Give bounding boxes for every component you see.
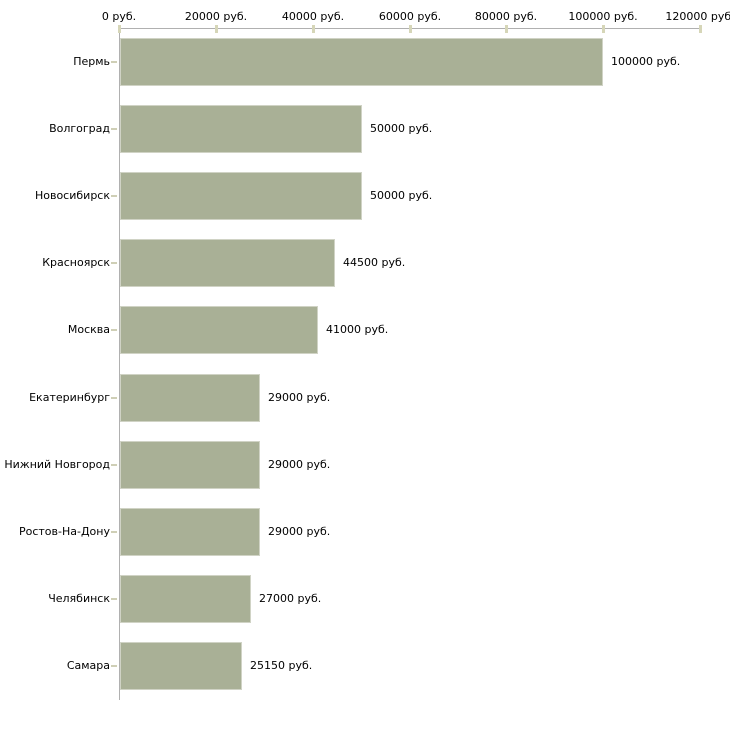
- category-label: Новосибирск: [34, 189, 110, 202]
- value-label: 27000 руб.: [259, 592, 322, 605]
- x-axis-tick-mark: [409, 25, 412, 33]
- x-axis-tick-mark: [215, 25, 218, 33]
- category-tick-mark: [111, 531, 117, 533]
- x-axis-tick-mark: [118, 25, 121, 33]
- bar: [120, 38, 603, 86]
- category-label: Челябинск: [48, 592, 110, 605]
- x-axis-tick-label: 100000 руб.: [568, 10, 638, 23]
- y-axis-line: [119, 28, 120, 700]
- category-tick-mark: [111, 329, 117, 331]
- value-label: 29000 руб.: [268, 391, 331, 404]
- value-label: 29000 руб.: [268, 458, 331, 471]
- x-axis-tick-mark: [312, 25, 315, 33]
- value-label: 41000 руб.: [326, 323, 389, 336]
- x-axis-tick-mark: [602, 25, 605, 33]
- value-label: 29000 руб.: [268, 525, 331, 538]
- value-label: 50000 руб.: [370, 122, 433, 135]
- bar: [120, 105, 362, 153]
- bar: [120, 306, 318, 354]
- value-label: 100000 руб.: [611, 55, 681, 68]
- category-label: Ростов-На-Дону: [18, 525, 110, 538]
- bar: [120, 441, 260, 489]
- x-axis-tick-label: 20000 руб.: [184, 10, 248, 23]
- bar: [120, 374, 260, 422]
- x-axis-tick-label: 40000 руб.: [281, 10, 345, 23]
- bar: [120, 642, 242, 690]
- category-tick-mark: [111, 195, 117, 197]
- category-tick-mark: [111, 665, 117, 667]
- category-label: Красноярск: [42, 256, 110, 269]
- x-axis-tick-mark: [699, 25, 702, 33]
- category-tick-mark: [111, 61, 117, 63]
- x-axis-tick-label: 0 руб.: [101, 10, 137, 23]
- category-label: Нижний Новгород: [4, 458, 110, 471]
- category-label: Самара: [66, 659, 110, 672]
- category-label: Москва: [67, 323, 110, 336]
- category-tick-mark: [111, 128, 117, 130]
- x-axis-tick-label: 60000 руб.: [378, 10, 442, 23]
- category-label: Пермь: [73, 55, 110, 68]
- category-label: Екатеринбург: [29, 391, 110, 404]
- value-label: 50000 руб.: [370, 189, 433, 202]
- category-tick-mark: [111, 598, 117, 600]
- x-axis-tick-mark: [505, 25, 508, 33]
- bar: [120, 575, 251, 623]
- value-label: 44500 руб.: [343, 256, 406, 269]
- category-tick-mark: [111, 464, 117, 466]
- category-label: Волгоград: [49, 122, 110, 135]
- x-axis-tick-label: 80000 руб.: [474, 10, 538, 23]
- bar: [120, 239, 335, 287]
- bar: [120, 172, 362, 220]
- x-axis-tick-label: 120000 руб.: [665, 10, 730, 23]
- category-tick-mark: [111, 262, 117, 264]
- bar: [120, 508, 260, 556]
- category-tick-mark: [111, 397, 117, 399]
- value-label: 25150 руб.: [250, 659, 313, 672]
